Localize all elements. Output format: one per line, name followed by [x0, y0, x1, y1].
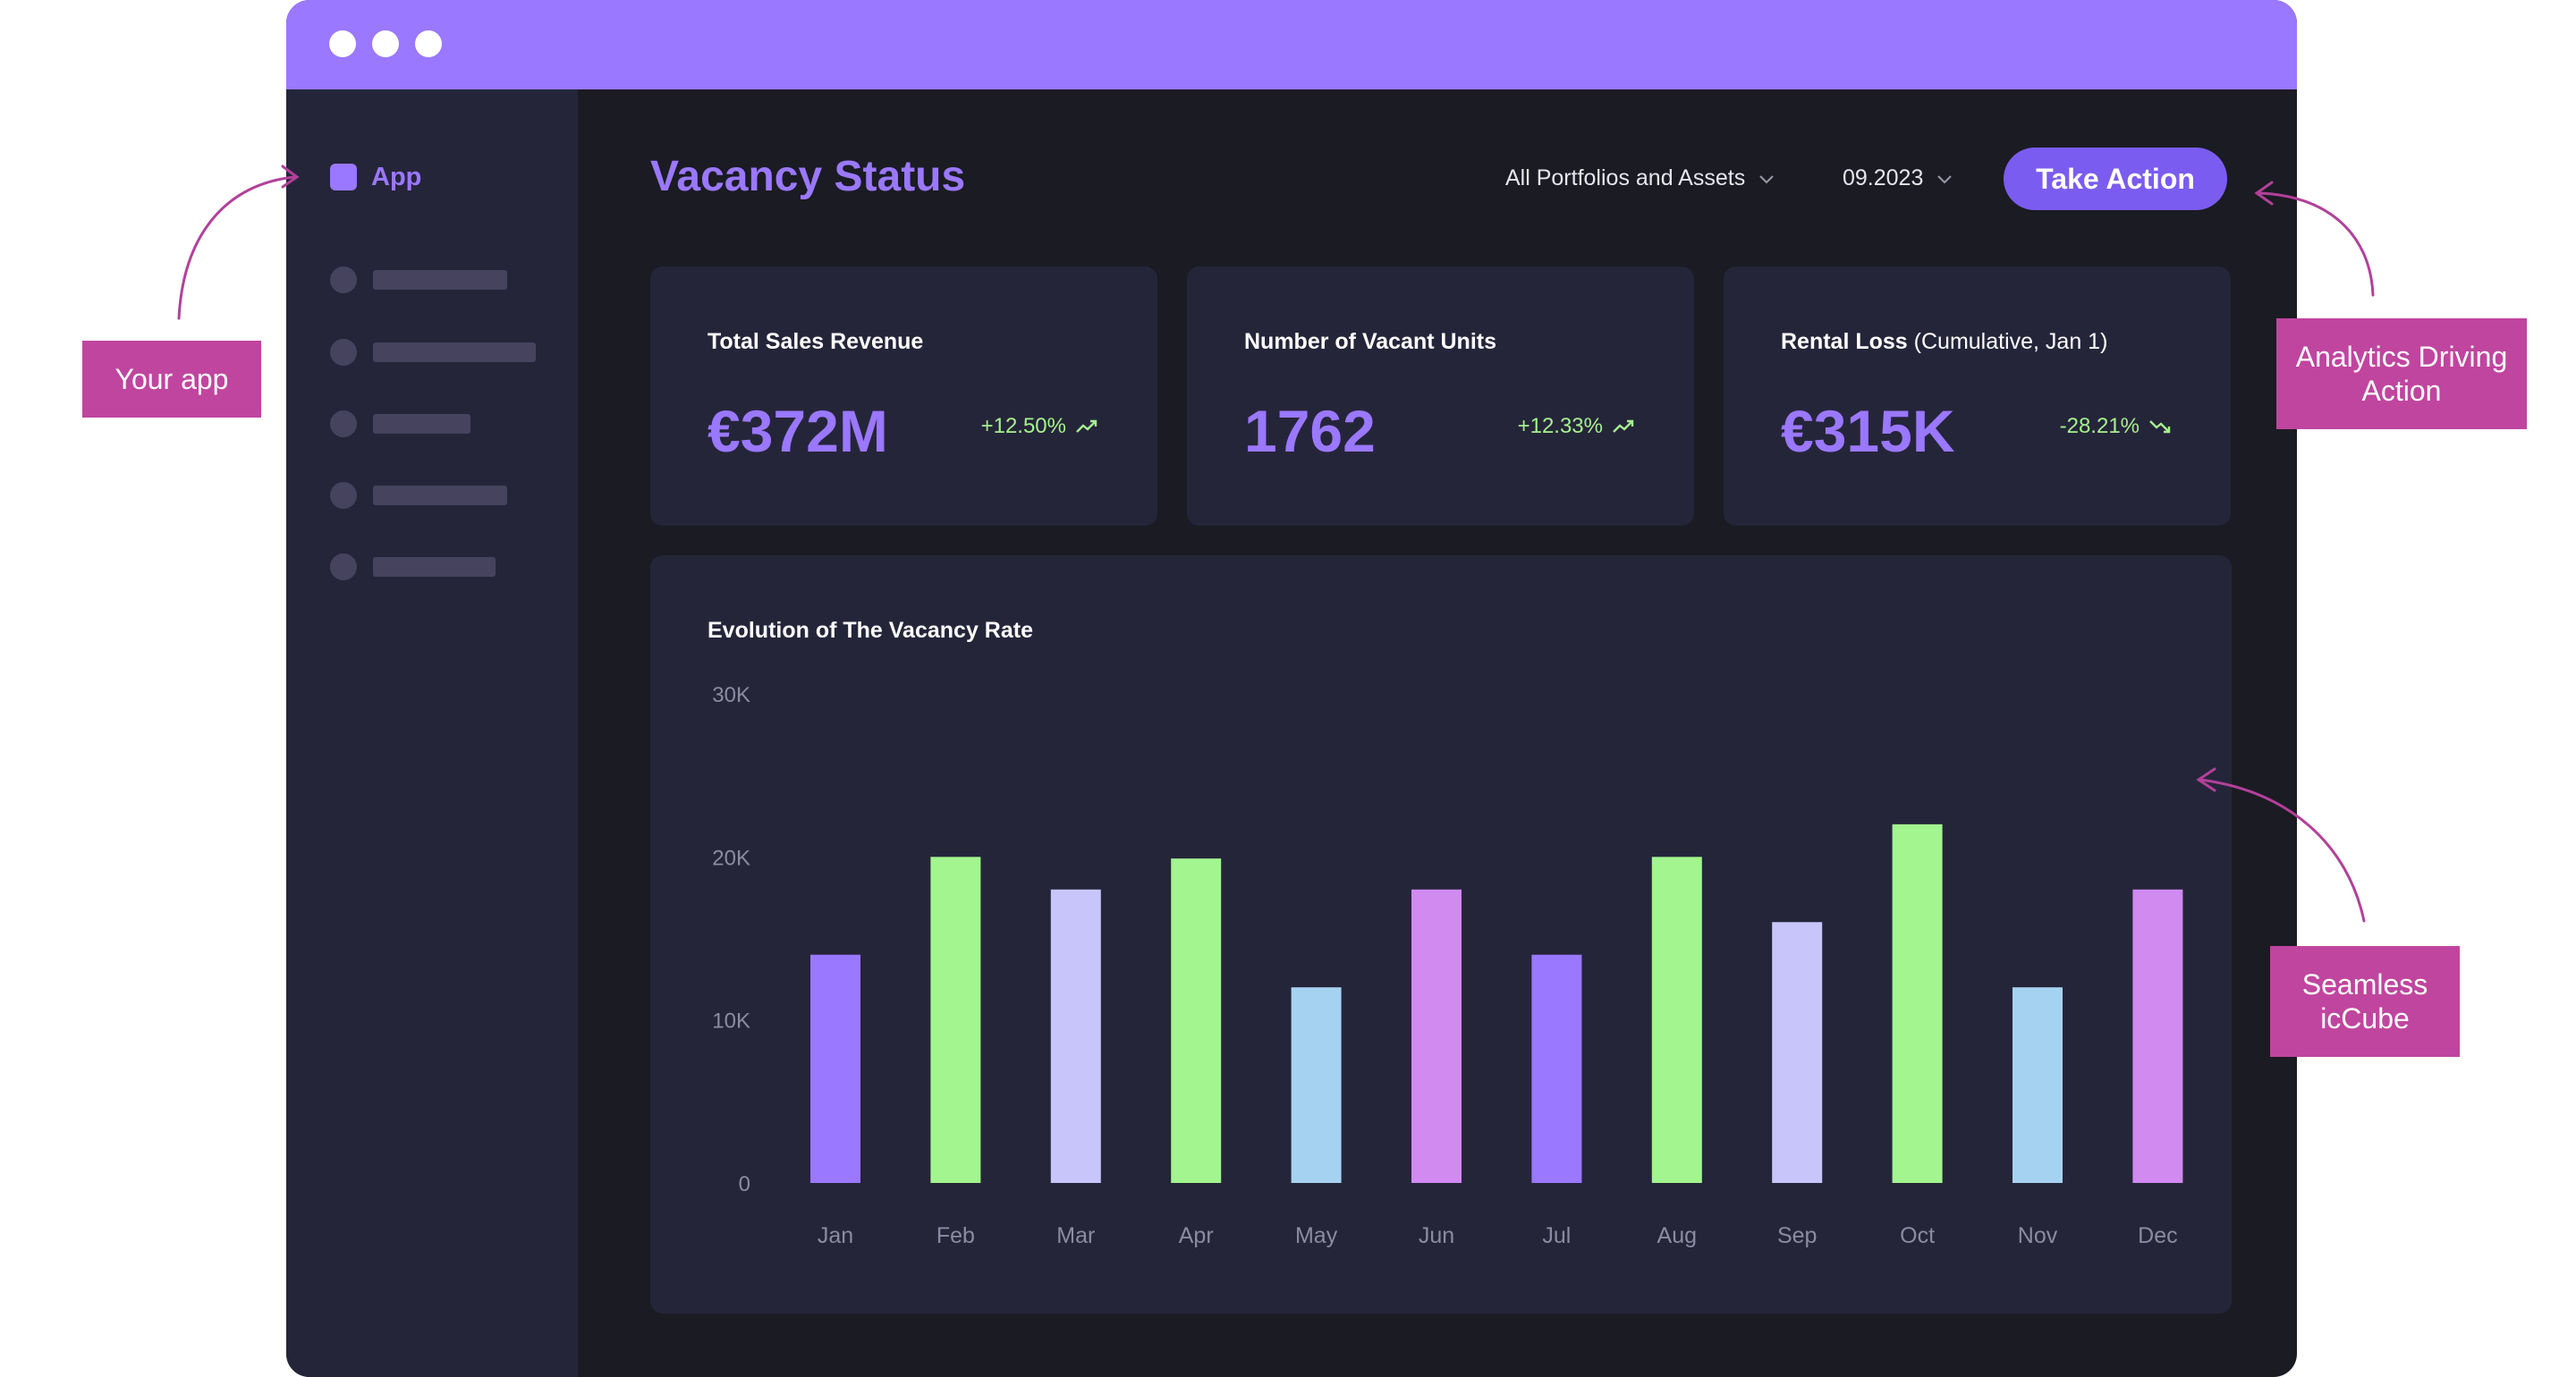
card-title-main: Rental Loss [1781, 329, 1908, 354]
arrow-your-app [177, 175, 297, 320]
card-title-main: Total Sales Revenue [708, 329, 924, 354]
portfolio-filter-dropdown[interactable]: All Portfolios and Assets [1505, 165, 1775, 191]
sidebar-item-label: App [371, 162, 422, 191]
chevron-down-icon [1759, 174, 1774, 183]
callout-analytics: Analytics Driving Action [2276, 318, 2527, 429]
x-tick-label: Apr [1179, 1223, 1214, 1248]
y-tick-label: 20K [712, 846, 750, 870]
bar-nov[interactable] [2012, 987, 2063, 1183]
nav-placeholder-icon [330, 553, 357, 580]
card-change-value: +12.33% [1517, 414, 1603, 438]
nav-placeholder-icon [330, 482, 357, 509]
trend-up-icon [1613, 419, 1634, 433]
bar-apr[interactable] [1171, 858, 1222, 1183]
sidebar: App [286, 89, 578, 1377]
x-tick-label: Jul [1542, 1223, 1571, 1248]
date-filter-dropdown[interactable]: 09.2023 [1843, 165, 1953, 191]
bar-may[interactable] [1291, 987, 1342, 1183]
bar-dec[interactable] [2132, 889, 2183, 1183]
nav-placeholder-icon [330, 410, 357, 437]
card-change: -28.21% [2060, 414, 2172, 439]
sidebar-item-app[interactable]: App [330, 159, 421, 195]
nav-placeholder-icon [330, 266, 357, 293]
window-close-dot[interactable] [329, 30, 356, 57]
card-change-value: +12.50% [980, 414, 1066, 438]
x-tick-label: May [1295, 1223, 1338, 1248]
nav-placeholder-icon [330, 339, 357, 366]
bar-oct[interactable] [1892, 824, 1943, 1183]
app-window: App Vacancy Status All Portfolios and As… [286, 0, 2297, 1377]
card-title: Number of Vacant Units [1244, 329, 1496, 355]
card-title: Rental Loss (Cumulative, Jan 1) [1781, 329, 2107, 355]
window-maximize-dot[interactable] [415, 30, 442, 57]
card-title-main: Number of Vacant Units [1244, 329, 1496, 354]
card-change: +12.33% [1518, 414, 1635, 439]
y-tick-label: 30K [712, 683, 750, 707]
vacancy-rate-bar-chart: 0 10K 20K 30K Jan Feb Mar Apr May Jun Jul Aug Sep Oct… [712, 683, 2183, 1248]
x-tick-label: Jun [1419, 1223, 1454, 1248]
app-icon [330, 164, 357, 190]
window-titlebar [286, 0, 2297, 89]
callout-your-app: Your app [82, 341, 261, 418]
trend-up-icon [1076, 419, 1097, 433]
card-title: Total Sales Revenue [708, 329, 923, 355]
nav-placeholder-label[interactable] [373, 414, 470, 434]
x-tick-label: Feb [936, 1223, 975, 1248]
x-tick-label: Oct [1900, 1223, 1935, 1248]
kpi-card-sales-revenue: Total Sales Revenue €372M +12.50% [650, 266, 1157, 526]
kpi-card-rental-loss: Rental Loss (Cumulative, Jan 1) €315K -2… [1724, 266, 2231, 526]
x-tick-label: Mar [1056, 1223, 1095, 1248]
card-value: 1762 [1244, 398, 1376, 464]
bar-aug[interactable] [1651, 857, 1702, 1183]
card-value: €315K [1781, 398, 1955, 464]
x-tick-label: Nov [2018, 1223, 2058, 1248]
bar-feb[interactable] [930, 857, 981, 1183]
trend-down-icon [2149, 420, 2171, 434]
x-tick-label: Aug [1657, 1223, 1697, 1248]
bar-jul[interactable] [1531, 954, 1582, 1183]
chevron-down-icon [1937, 174, 1953, 183]
x-tick-label: Jan [818, 1223, 853, 1248]
nav-placeholder-label[interactable] [373, 557, 496, 577]
x-tick-label: Sep [1777, 1223, 1817, 1248]
bar-jun[interactable] [1411, 889, 1462, 1183]
page-title: Vacancy Status [650, 153, 966, 200]
window-minimize-dot[interactable] [372, 30, 399, 57]
vacancy-rate-chart-card: Evolution of The Vacancy Rate 0 10K 20K 30K… [650, 555, 2232, 1314]
nav-placeholder-label[interactable] [373, 270, 507, 290]
card-change-value: -28.21% [2059, 414, 2140, 438]
bar-sep[interactable] [1772, 922, 1823, 1183]
chart-title: Evolution of The Vacancy Rate [708, 618, 1033, 643]
nav-placeholder-label[interactable] [373, 342, 536, 362]
kpi-card-vacant-units: Number of Vacant Units 1762 +12.33% [1187, 266, 1694, 526]
card-title-sub: (Cumulative, Jan 1) [1913, 329, 2108, 354]
x-tick-label: Dec [2138, 1223, 2177, 1248]
bar-jan[interactable] [810, 954, 860, 1183]
y-tick-label: 10K [712, 1010, 750, 1034]
nav-placeholder-label[interactable] [373, 486, 507, 505]
y-tick-label: 0 [739, 1172, 750, 1196]
date-filter-label: 09.2023 [1843, 165, 1924, 190]
portfolio-filter-label: All Portfolios and Assets [1505, 165, 1746, 190]
card-value: €372M [708, 398, 888, 464]
bar-mar[interactable] [1050, 889, 1101, 1183]
callout-seamless: Seamless icCube [2270, 946, 2460, 1057]
take-action-button[interactable]: Take Action [2004, 148, 2227, 210]
card-change: +12.50% [981, 414, 1098, 439]
